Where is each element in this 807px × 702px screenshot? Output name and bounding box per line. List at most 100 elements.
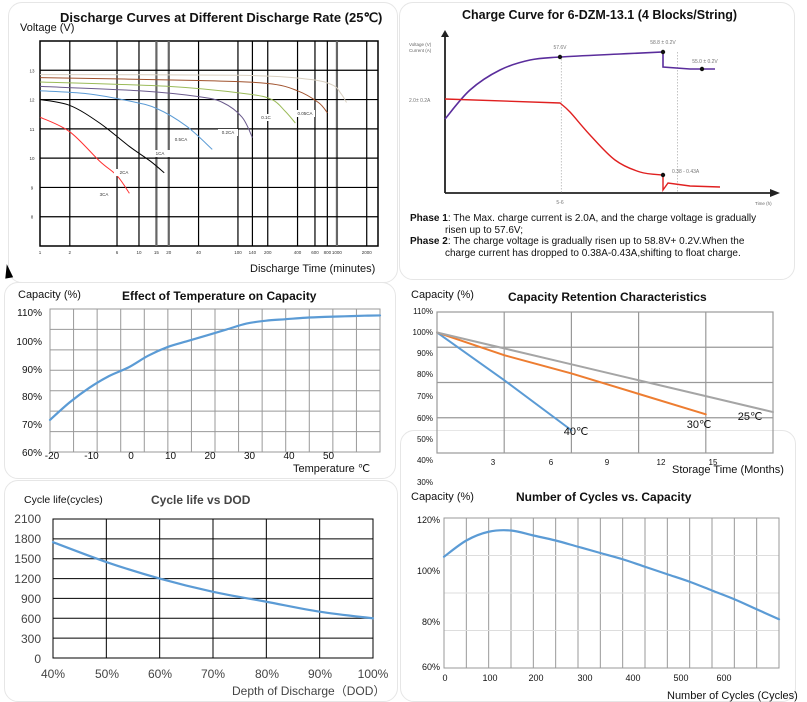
y-tick-label: 100% xyxy=(16,337,42,348)
y-tick-label: 110% xyxy=(413,307,433,316)
x-tick-label: 3 xyxy=(491,458,496,467)
plot-frame xyxy=(436,311,774,454)
y-tick-label: 300 xyxy=(21,632,41,646)
x-tick-label: 6 xyxy=(549,458,554,467)
y-tick-label: 0 xyxy=(34,652,41,666)
x-tick-label: 60% xyxy=(148,667,172,681)
x-axis-label: Temperature ℃ xyxy=(293,463,371,475)
curve-label: 0.2CA xyxy=(222,130,235,135)
x-tick-label: 12 xyxy=(657,458,666,467)
y-tick-label: 50% xyxy=(417,435,433,444)
annotation-label: 55.0 ± 0.2V xyxy=(692,59,718,65)
annotation-label: 58.8 ± 0.2V xyxy=(650,40,676,46)
curve-label: 3CA xyxy=(100,192,109,197)
marker-dot xyxy=(699,66,705,72)
y-tick-label: 80% xyxy=(422,617,440,627)
x-tick-label: 600 xyxy=(311,250,319,255)
y-tick-label: 1200 xyxy=(14,572,41,586)
x-tick-label: 100 xyxy=(234,250,242,255)
curve-label: 0.5CA xyxy=(175,137,188,142)
y-tick-label: 60% xyxy=(22,448,42,459)
x-tick-label: 80% xyxy=(255,667,279,681)
x-axis-arrow-icon xyxy=(770,189,780,197)
y-tick-label: 70% xyxy=(417,392,433,401)
curve-label-bg xyxy=(171,136,191,143)
y-tick-label: 12 xyxy=(29,98,35,103)
x-tick-label: 200 xyxy=(264,250,272,255)
series-line-25 xyxy=(436,331,774,414)
marker-dot xyxy=(660,49,666,55)
x-tick-label: 500 xyxy=(673,673,688,683)
y-tick-label: 10 xyxy=(29,156,35,161)
x-tick-label: 30 xyxy=(244,451,256,462)
y-tick-label: 60% xyxy=(422,662,440,672)
x-axis-label: Discharge Time (minutes) xyxy=(250,263,376,275)
x-tick-label: -10 xyxy=(84,451,99,462)
series-line-Capacity xyxy=(48,314,382,421)
x-tick-label: 6 xyxy=(116,250,119,255)
y-tick-label: 11 xyxy=(30,127,35,132)
x-tick-label: 9 xyxy=(605,458,610,467)
x-tick-label: 0 xyxy=(442,673,447,683)
chart-title: Discharge Curves at Different Discharge … xyxy=(60,10,383,25)
x-tick-label: 40 xyxy=(196,250,202,255)
x-tick-label: 140 xyxy=(249,250,257,255)
y-axis-label: Voltage (V) xyxy=(409,42,432,47)
x-axis-label: Storage Time (Months) xyxy=(672,464,784,476)
y-tick-label: 100% xyxy=(417,566,440,576)
x-tick-label: 70% xyxy=(201,667,225,681)
plot-frame xyxy=(443,517,780,669)
panel-discharge xyxy=(8,2,398,283)
curve-label-bg xyxy=(150,150,170,157)
x-tick-label: 10 xyxy=(136,250,142,255)
phase-2-note: Phase 2: The charge voltage is gradually… xyxy=(410,236,745,259)
y-tick-label: 100% xyxy=(413,328,433,337)
annotation-label: 5-6 xyxy=(556,200,563,206)
y-tick-label: 120% xyxy=(417,515,440,525)
discharge-curve-0.5CA xyxy=(39,85,253,138)
y-axis-label: Voltage (V) xyxy=(20,22,75,34)
x-tick-label: 2000 xyxy=(362,250,373,255)
y-tick-label: 40% xyxy=(417,456,433,465)
x-tick-label: 15 xyxy=(154,250,160,255)
y-tick-label: 9 xyxy=(31,185,34,190)
panel-cycle-life xyxy=(4,480,398,702)
x-tick-label: 0 xyxy=(128,451,134,462)
discharge-curve-2CA xyxy=(39,99,165,174)
y-tick-label: 600 xyxy=(21,612,41,626)
annotation-label: 0.38 - 0.43A xyxy=(672,169,700,175)
x-tick-label: 40% xyxy=(41,667,65,681)
current-curve xyxy=(444,98,721,193)
x-tick-label: 20 xyxy=(204,451,216,462)
annotation-label: 2.0± 0.2A xyxy=(409,98,431,104)
x-tick-label: 800 xyxy=(324,250,332,255)
panel-charge xyxy=(399,2,795,280)
x-tick-label: 100 xyxy=(482,673,497,683)
x-tick-label: 50 xyxy=(323,451,335,462)
marker-dot xyxy=(660,172,666,178)
series-line-Cyclelife xyxy=(51,541,375,620)
annotation-label: 57.6V xyxy=(553,45,567,51)
phase-1-note: Phase 1: The Max. charge current is 2.0A… xyxy=(410,213,757,236)
x-tick-label: 20 xyxy=(166,250,172,255)
x-tick-label: 300 xyxy=(577,673,592,683)
curve-label: 1CA xyxy=(156,151,165,156)
y-tick-label: 2100 xyxy=(14,512,41,526)
chart-title: Number of Cycles vs. Capacity xyxy=(516,490,692,504)
y-tick-label: 900 xyxy=(21,592,41,606)
series-label: 40℃ xyxy=(564,426,589,438)
x-tick-label: 1 xyxy=(39,250,42,255)
x-tick-label: 50% xyxy=(95,667,119,681)
chart-title: Capacity Retention Characteristics xyxy=(508,290,707,304)
x-axis-label: Depth of Discharge（DOD） xyxy=(232,684,386,698)
chart-title: Charge Curve for 6-DZM-13.1 (4 Blocks/St… xyxy=(462,8,738,22)
y-tick-label: 70% xyxy=(22,420,42,431)
discharge-curve-1CA xyxy=(39,90,213,150)
x-tick-label: 40 xyxy=(283,451,295,462)
x-tick-label: 100% xyxy=(358,667,389,681)
curve-label: 0.1C xyxy=(261,115,271,120)
discharge-curve-0.1C xyxy=(39,77,328,114)
curve-label-bg xyxy=(218,129,238,136)
